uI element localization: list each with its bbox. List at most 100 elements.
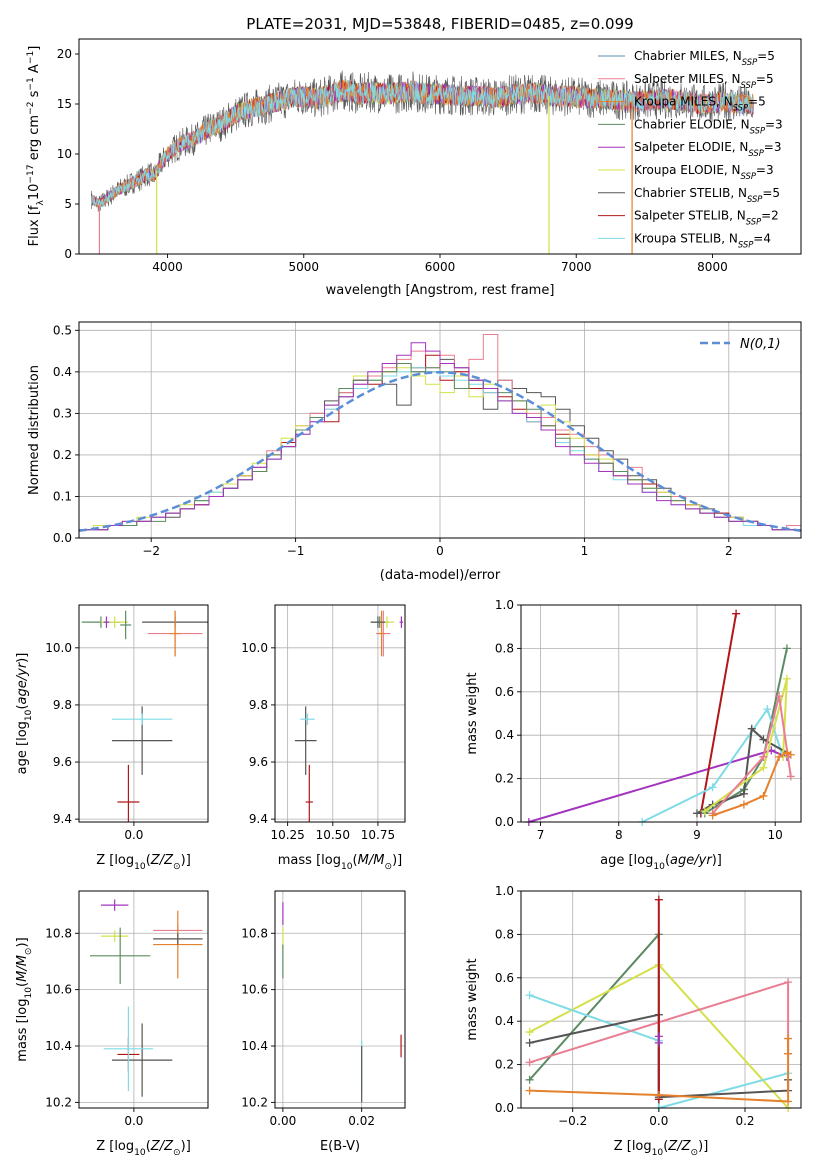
weight-marker xyxy=(732,609,741,618)
legend-entry: N(0,1) xyxy=(740,337,781,352)
data-point xyxy=(100,930,129,942)
weight-marker xyxy=(654,895,663,904)
data-point xyxy=(294,706,317,775)
y-tick-label: 10.0 xyxy=(45,641,72,655)
weight-marker xyxy=(525,1028,534,1037)
x-tick-label: 2 xyxy=(725,544,733,558)
y-tick-label: 10.8 xyxy=(241,926,268,940)
weight-marker xyxy=(775,752,784,761)
y-tick-label: 9.6 xyxy=(53,755,72,769)
x-tick-label: 0 xyxy=(436,544,444,558)
x-axis-label: wavelength [Angstrom, rest frame] xyxy=(326,283,555,298)
y-tick-label: 0.3 xyxy=(53,406,72,420)
x-axis-label: mass [log10(M/M⊙)] xyxy=(278,853,402,872)
weight-marker xyxy=(654,1032,663,1041)
weight-vs-Z-chart: −0.2 0.0 0.2 0.0 0.2 0.4 0.6 0.8 1.0 Z [log10(Z/Z… xyxy=(465,884,802,1158)
y-tick-label: 0.0 xyxy=(495,815,514,829)
legend-entry: Salpeter ELODIE, NSSP=3 xyxy=(634,140,782,158)
data-point xyxy=(111,713,173,725)
axes-frame xyxy=(520,604,802,823)
weight-marker xyxy=(525,1086,534,1095)
weight-marker xyxy=(759,735,768,744)
y-tick-label: 5 xyxy=(64,197,72,211)
axes-frame xyxy=(274,604,406,823)
x-tick-label: 0.0 xyxy=(649,1114,668,1128)
y-tick-label: 9.4 xyxy=(53,812,72,826)
data-point xyxy=(169,610,181,657)
x-axis-label: (data-model)/error xyxy=(380,568,501,583)
y-tick-label: 10.0 xyxy=(241,641,268,655)
weight-marker xyxy=(782,644,791,653)
weight-marker xyxy=(784,1097,793,1106)
x-tick-label: 9 xyxy=(693,828,701,842)
data-point xyxy=(120,610,132,640)
weight-line xyxy=(699,613,738,814)
legend-entry: Chabrier STELIB, NSSP=5 xyxy=(634,186,780,204)
y-axis-label: age [log10(age/yr)] xyxy=(15,653,34,775)
weight-line xyxy=(528,931,660,1098)
x-tick-label: 1 xyxy=(581,544,589,558)
mass-vs-ebv-chart: 0.00 0.02 10.2 10.4 10.6 10.8 xyxy=(241,890,406,1128)
y-tick-label: 0 xyxy=(64,247,72,261)
y-tick-label: 0.4 xyxy=(53,365,72,379)
x-tick-label: 0.02 xyxy=(348,1114,375,1128)
data-point xyxy=(103,616,110,628)
y-axis-label: mass weight xyxy=(465,672,480,754)
x-tick-label: 7000 xyxy=(561,260,592,274)
spectrum-chart: 4000 5000 6000 7000 8000 0 5 10 15 20 wavelength [… xyxy=(26,38,802,298)
weight-marker xyxy=(759,763,768,772)
spectrum-line xyxy=(91,80,754,207)
residuals-chart: −2 −1 0 1 2 0.0 0.1 0.2 0.3 0.4 0.5 (data-model)/er… xyxy=(27,321,802,583)
weight-marker xyxy=(763,705,772,714)
weight-marker xyxy=(525,1075,534,1084)
y-tick-label: 10.6 xyxy=(241,983,268,997)
y-tick-label: 0.0 xyxy=(53,531,72,545)
legend-entry: Kroupa MILES, NSSP=5 xyxy=(634,95,766,113)
y-tick-label: 10.6 xyxy=(45,983,72,997)
weight-marker xyxy=(786,750,795,759)
y-tick-label: 0.2 xyxy=(495,772,514,786)
x-axis-label: Z [log10(Z/Z⊙)] xyxy=(614,1139,709,1158)
legend: Chabrier MILES, NSSP=5 Salpeter MILES, NS… xyxy=(598,49,783,249)
weight-marker xyxy=(708,783,717,792)
x-axis-label: Z [log10(Z/Z⊙)] xyxy=(96,1139,191,1158)
axes-frame xyxy=(520,890,802,1109)
y-tick-label: 10.4 xyxy=(241,1039,268,1053)
data-point xyxy=(300,713,315,725)
weight-marker xyxy=(525,1058,534,1067)
y-tick-label: 10.8 xyxy=(45,926,72,940)
y-tick-label: 0.6 xyxy=(495,685,514,699)
x-axis-label: age [log10(age/yr)] xyxy=(600,853,722,872)
figure-title: PLATE=2031, MJD=53848, FIBERID=0485, z=0… xyxy=(246,15,633,33)
y-tick-label: 10.4 xyxy=(45,1039,72,1053)
y-axis-label: mass weight xyxy=(465,958,480,1040)
y-tick-label: 10.2 xyxy=(45,1095,72,1109)
axes-frame xyxy=(274,890,406,1109)
y-tick-label: 0.8 xyxy=(495,927,514,941)
spectrum-line xyxy=(91,80,754,208)
x-tick-label: 10.25 xyxy=(270,828,304,842)
x-axis-label: E(B-V) xyxy=(320,1139,360,1154)
y-tick-label: 0.8 xyxy=(495,641,514,655)
y-tick-label: 0.2 xyxy=(495,1058,514,1072)
y-tick-label: 9.6 xyxy=(249,755,268,769)
weight-line xyxy=(712,751,792,817)
y-tick-label: 0.6 xyxy=(495,971,514,985)
weight-marker xyxy=(786,772,795,781)
y-tick-label: 9.8 xyxy=(249,698,268,712)
weight-marker xyxy=(775,692,784,701)
x-axis-label: Z [log10(Z/Z⊙)] xyxy=(96,853,191,872)
y-tick-label: 10.2 xyxy=(241,1095,268,1109)
data-point xyxy=(305,764,313,822)
data-point xyxy=(100,899,129,911)
data-point xyxy=(399,616,404,628)
legend-entry: Salpeter MILES, NSSP=5 xyxy=(634,72,774,90)
weight-marker xyxy=(759,791,768,800)
weight-marker xyxy=(692,809,701,818)
y-tick-label: 0.5 xyxy=(53,323,72,337)
weight-marker xyxy=(739,789,748,798)
y-axis-label: mass [log10(M/M⊙)] xyxy=(15,937,34,1061)
x-tick-label: 10.75 xyxy=(361,828,395,842)
y-axis-label: Normed distribution xyxy=(27,365,42,495)
weight-line xyxy=(711,695,792,814)
